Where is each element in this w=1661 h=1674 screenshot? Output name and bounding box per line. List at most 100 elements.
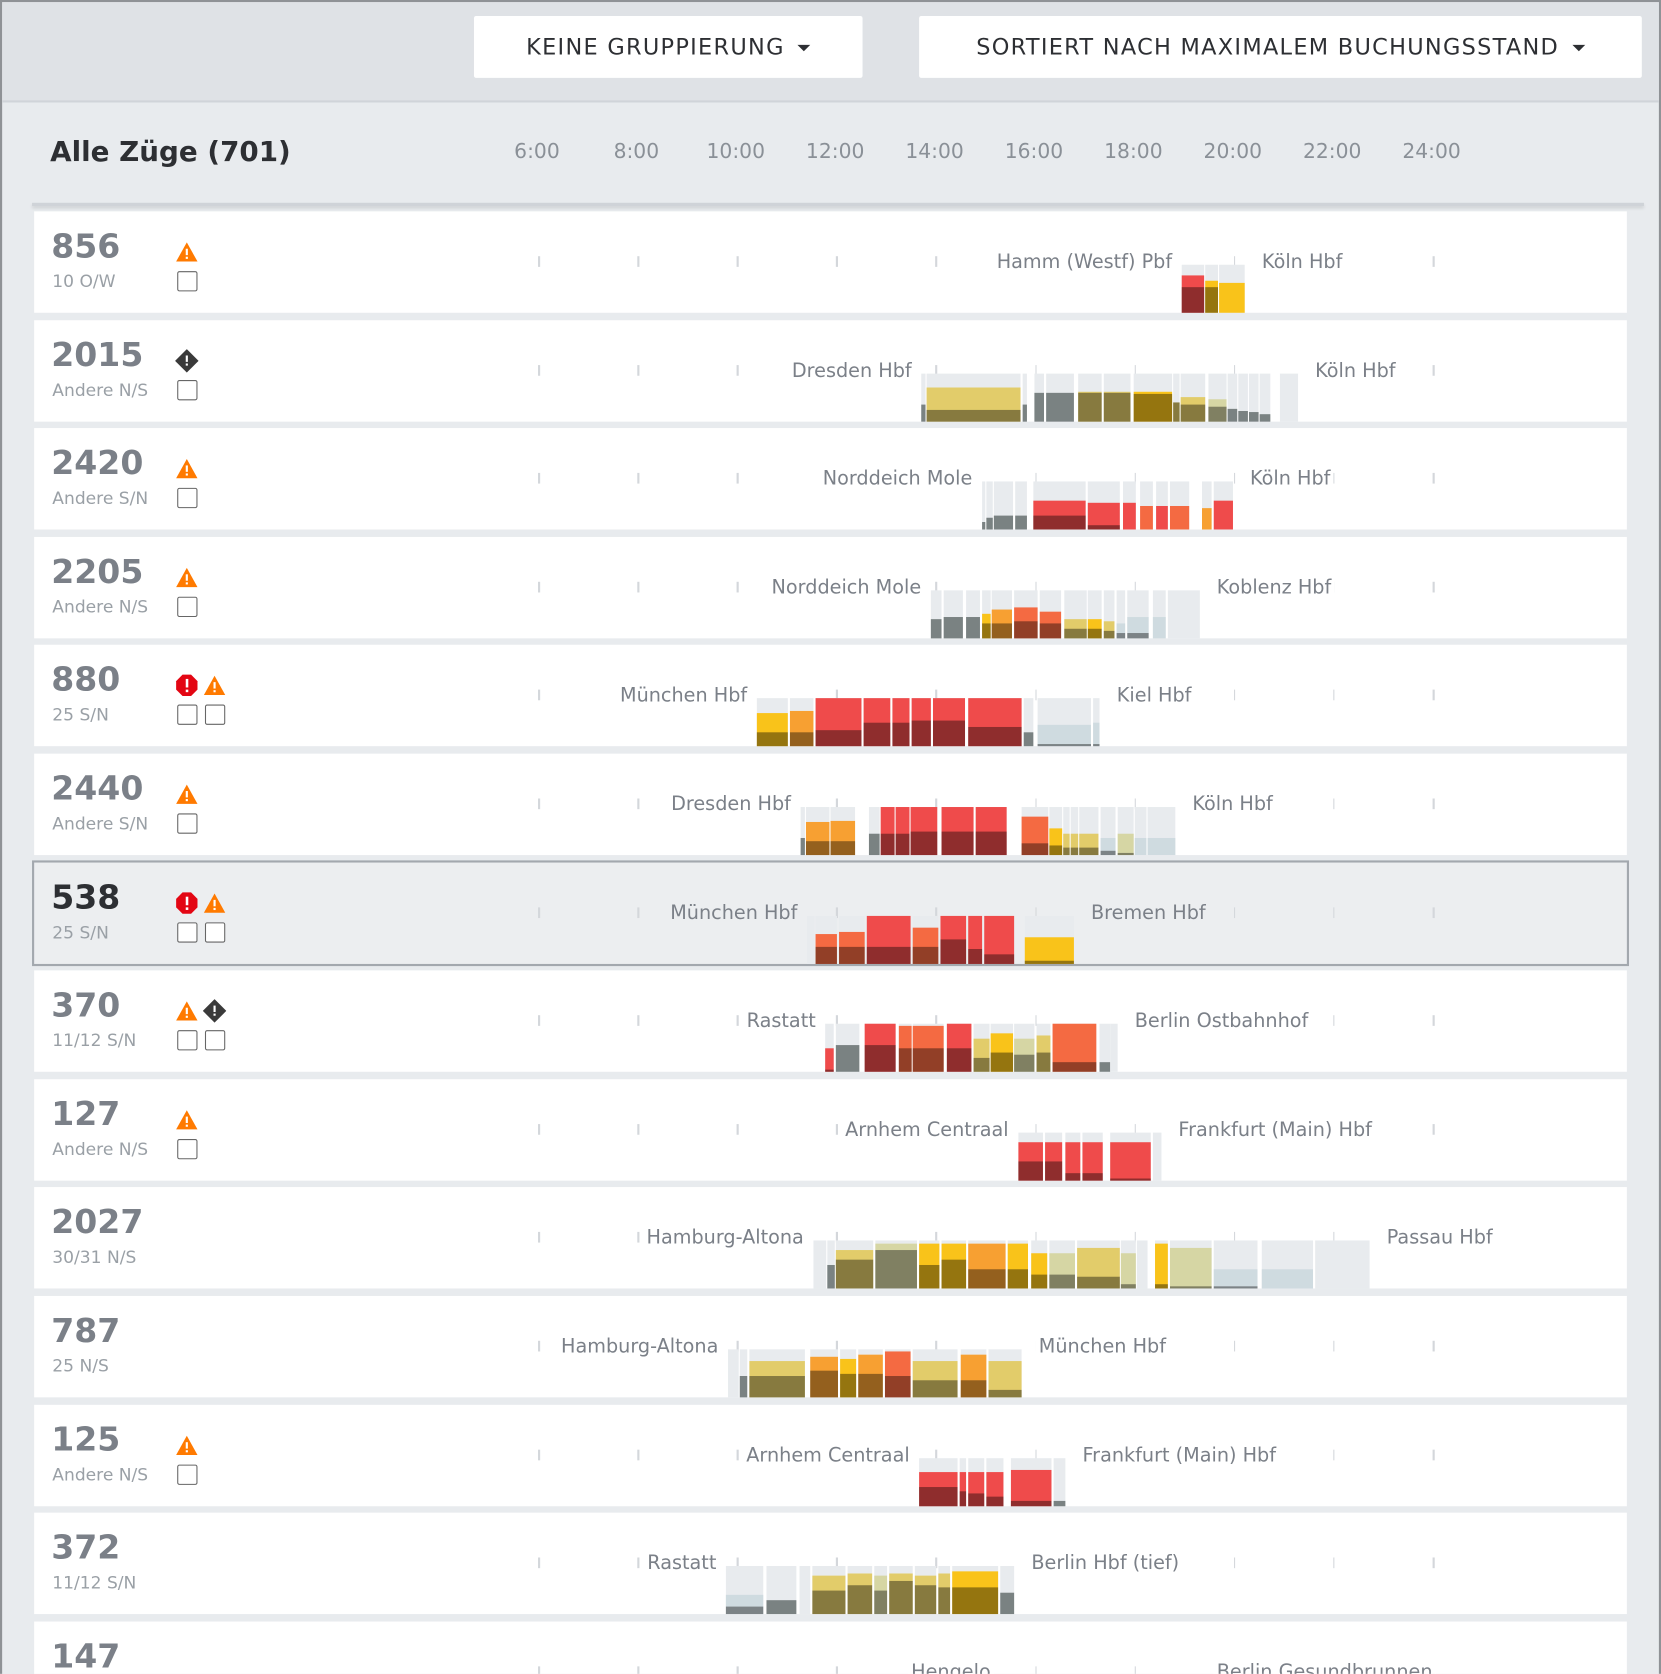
booking-bar[interactable] [1110, 1023, 1118, 1072]
select-checkbox[interactable] [177, 488, 198, 509]
booking-bar[interactable] [946, 1023, 972, 1072]
booking-bar[interactable] [839, 915, 865, 964]
booking-bar[interactable] [1049, 807, 1062, 856]
booking-bar[interactable] [1117, 807, 1134, 856]
booking-bar[interactable] [1015, 481, 1028, 530]
booking-bar[interactable] [1213, 481, 1233, 530]
booking-bar[interactable] [1023, 698, 1034, 747]
booking-bar[interactable] [1024, 915, 1074, 964]
booking-bar[interactable] [1180, 373, 1206, 422]
booking-bar[interactable] [968, 1457, 985, 1506]
booking-bar[interactable] [790, 698, 814, 747]
train-row[interactable]: 787 25 N/S Hamburg-Altona München Hbf [34, 1295, 1627, 1398]
booking-bar[interactable] [1049, 1240, 1075, 1289]
select-checkbox[interactable] [177, 271, 198, 292]
train-row[interactable]: 2027 30/31 N/S Hamburg-Altona Passau Hbf [34, 1187, 1627, 1289]
booking-bar[interactable] [813, 1240, 827, 1289]
booking-bar[interactable] [800, 807, 805, 856]
booking-bar[interactable] [885, 1349, 911, 1398]
booking-bar[interactable] [1259, 373, 1271, 422]
booking-bar[interactable] [812, 1566, 846, 1615]
booking-bar[interactable] [1045, 1132, 1062, 1181]
booking-bar[interactable] [1031, 1240, 1048, 1289]
booking-bar[interactable] [830, 807, 856, 856]
train-row[interactable]: 2440 Andere S/N Dresden Hbf Köln Hbf [34, 753, 1627, 856]
train-row[interactable]: 127 Andere N/S Arnhem Centraal Frankfurt (M… [34, 1079, 1627, 1181]
booking-bar[interactable] [1103, 590, 1115, 639]
booking-bar[interactable] [864, 1023, 896, 1072]
train-row[interactable]: 2015 Andere N/S Dresden Hbf Köln Hbf [34, 319, 1627, 422]
booking-bar[interactable] [993, 481, 1014, 530]
booking-bar[interactable] [863, 698, 891, 747]
booking-bar[interactable] [1152, 590, 1166, 639]
booking-bar[interactable] [869, 807, 880, 856]
booking-bar[interactable] [725, 1566, 764, 1615]
train-row[interactable]: 370 11/12 S/N Rastatt Berlin Ostbahnhof [34, 970, 1627, 1072]
booking-bar[interactable] [1014, 590, 1038, 639]
booking-bar[interactable] [880, 807, 895, 856]
booking-bar[interactable] [1181, 264, 1205, 313]
select-checkbox[interactable] [204, 1030, 226, 1051]
booking-bar[interactable] [1078, 373, 1102, 422]
booking-bar[interactable] [1219, 264, 1245, 313]
booking-bar[interactable] [1053, 1457, 1066, 1506]
booking-bar[interactable] [968, 698, 1022, 747]
booking-bar[interactable] [806, 915, 815, 964]
booking-bar[interactable] [1076, 1240, 1120, 1289]
select-checkbox[interactable] [177, 813, 198, 834]
booking-bar[interactable] [912, 915, 939, 964]
booking-bar[interactable] [1103, 373, 1131, 422]
select-checkbox[interactable] [177, 596, 198, 617]
booking-bar[interactable] [1079, 807, 1099, 856]
booking-bar[interactable] [895, 807, 910, 856]
booking-bar[interactable] [973, 1023, 990, 1072]
booking-bar[interactable] [756, 698, 788, 747]
booking-bar[interactable] [991, 590, 1012, 639]
booking-bar[interactable] [1213, 1240, 1258, 1289]
booking-bar[interactable] [941, 807, 974, 856]
booking-bar[interactable] [1152, 1132, 1162, 1181]
booking-bar[interactable] [921, 373, 926, 422]
booking-bar[interactable] [919, 1240, 940, 1289]
booking-bar[interactable] [1238, 373, 1248, 422]
booking-bar[interactable] [959, 1457, 967, 1506]
booking-bar[interactable] [875, 1240, 917, 1289]
booking-bar[interactable] [1167, 590, 1200, 639]
booking-bar[interactable] [1173, 373, 1180, 422]
booking-bar[interactable] [968, 1240, 1006, 1289]
booking-bar[interactable] [910, 807, 938, 856]
booking-bar[interactable] [1052, 1023, 1097, 1072]
train-row[interactable]: 147 Hengelo Berlin Gesundbrunnen [34, 1621, 1627, 1674]
select-checkbox[interactable] [177, 379, 198, 400]
booking-bar[interactable] [866, 915, 911, 964]
booking-bar[interactable] [825, 1023, 834, 1072]
booking-bar[interactable] [835, 1240, 874, 1289]
booking-bar[interactable] [1169, 1240, 1212, 1289]
booking-bar[interactable] [1261, 1240, 1313, 1289]
booking-bar[interactable] [1127, 590, 1149, 639]
booking-bar[interactable] [914, 1566, 937, 1615]
select-checkbox[interactable] [177, 1030, 198, 1051]
booking-bar[interactable] [898, 1023, 912, 1072]
select-checkbox[interactable] [204, 921, 226, 943]
booking-bar[interactable] [960, 1349, 987, 1398]
train-row[interactable]: 856 10 O/W Hamm (Westf) Pbf Köln Hbf [34, 211, 1627, 313]
booking-bar[interactable] [1133, 373, 1173, 422]
booking-bar[interactable] [1082, 1132, 1103, 1181]
booking-bar[interactable] [1021, 807, 1049, 856]
booking-bar[interactable] [1014, 1023, 1035, 1072]
booking-bar[interactable] [815, 915, 837, 964]
booking-bar[interactable] [1123, 481, 1137, 530]
booking-bar[interactable] [1093, 698, 1100, 747]
booking-bar[interactable] [805, 807, 830, 856]
booking-bar[interactable] [1064, 590, 1087, 639]
booking-bar[interactable] [919, 1457, 958, 1506]
booking-bar[interactable] [930, 590, 942, 639]
booking-bar[interactable] [911, 698, 931, 747]
train-row[interactable]: 880 25 S/N München Hbf Kiel Hbf [34, 645, 1627, 747]
booking-bar[interactable] [1022, 373, 1028, 422]
booking-bar[interactable] [1139, 481, 1153, 530]
select-checkbox[interactable] [204, 704, 226, 726]
train-row[interactable]: 2420 Andere S/N Norddeich Mole Köln Hbf [34, 428, 1627, 530]
booking-bar[interactable] [938, 1566, 951, 1615]
